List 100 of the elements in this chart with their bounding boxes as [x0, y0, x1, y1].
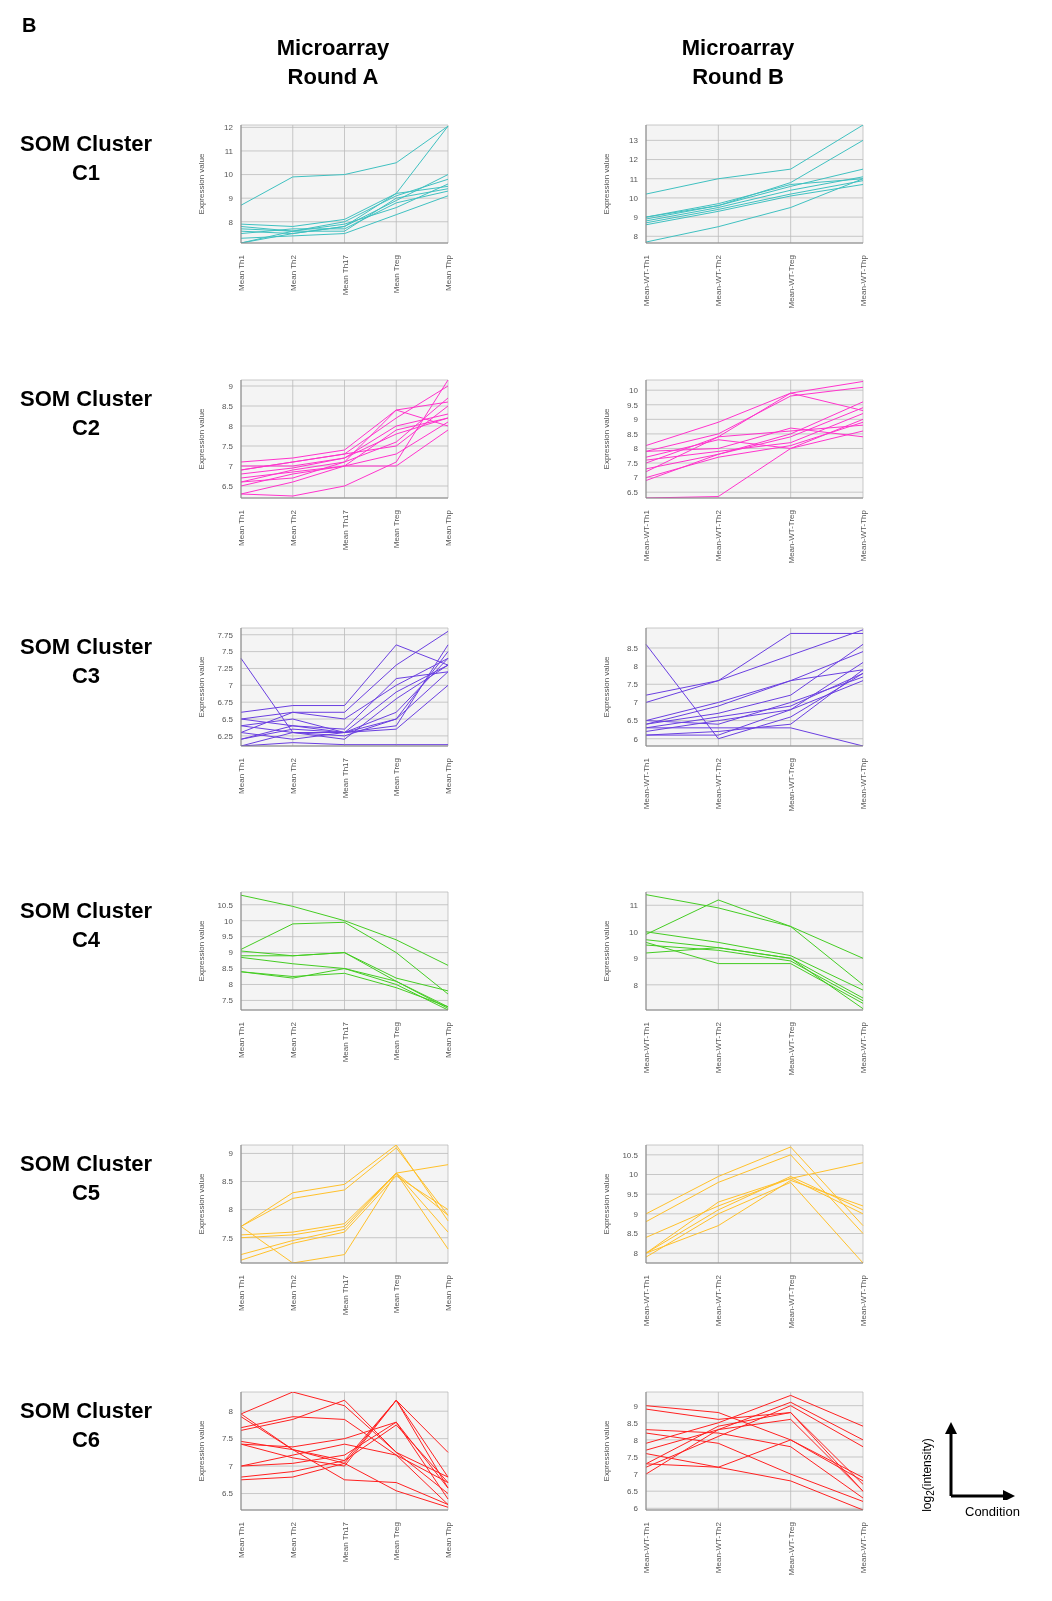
x-tick-label: Mean Th17	[340, 757, 350, 799]
y-tick-label: 6.5	[626, 1487, 639, 1497]
x-tick-label: Mean Th2	[288, 757, 298, 794]
text: SOM Cluster C2	[19, 386, 153, 440]
y-tick-label: 7.5	[221, 441, 234, 451]
x-tick-label: Mean Th17	[340, 1274, 350, 1316]
y-tick-label: 7	[228, 1461, 234, 1471]
y-tick-label: 7.75	[217, 630, 234, 640]
x-tick-label: Mean-WT-Thp	[859, 757, 868, 810]
y-tick-label: 10	[629, 386, 639, 396]
y-tick-label: 6	[633, 734, 639, 744]
x-tick-label: Mean-WT-Th2	[714, 1521, 724, 1574]
y-tick-label: 6.5	[221, 481, 234, 491]
x-tick-label: Mean Th2	[288, 1521, 298, 1558]
y-axis-title: Expression value	[196, 152, 206, 215]
x-tick-label: Mean-WT-Thp	[859, 1521, 868, 1574]
y-tick-label: 7	[633, 1469, 639, 1479]
y-tick-label: 9	[228, 948, 234, 958]
y-tick-label: 7	[228, 461, 234, 471]
y-tick-label: 6.75	[217, 698, 234, 708]
y-tick-label: 8	[228, 1205, 234, 1215]
x-tick-label: Mean Treg	[392, 510, 402, 549]
y-axis-title: Expression value	[601, 1419, 611, 1482]
x-tick-label: Mean Th1	[237, 509, 246, 546]
x-tick-label: Mean Th1	[237, 254, 246, 291]
x-tick-label: Mean-WT-Th1	[642, 757, 651, 810]
x-tick-label: Mean-WT-Th1	[642, 1021, 651, 1074]
x-tick-label: Mean-WT-Th2	[714, 1274, 724, 1327]
y-tick-label: 8	[633, 980, 639, 990]
x-tick-label: Mean Treg	[392, 255, 402, 294]
y-tick-label: 11	[629, 174, 639, 184]
y-tick-label: 8	[228, 421, 234, 431]
y-axis-title: Expression value	[196, 655, 206, 718]
y-tick-label: 9	[633, 1209, 639, 1219]
chart-title: Microarray Round B	[681, 35, 795, 89]
x-tick-label: Mean Thp	[444, 509, 453, 546]
x-tick-label: Mean Treg	[392, 1022, 402, 1061]
x-tick-label: Mean Th1	[237, 757, 246, 794]
x-tick-label: Mean Th17	[340, 254, 350, 296]
x-tick-label: Mean-WT-Thp	[859, 509, 868, 562]
x-tick-label: Mean Th2	[288, 254, 298, 291]
y-tick-label: 7.5	[221, 996, 234, 1006]
y-tick-label: 8.5	[626, 643, 639, 653]
y-tick-label: 9	[633, 415, 639, 425]
x-tick-label: Mean-WT-Th2	[714, 254, 724, 307]
text: SOM Cluster C1	[19, 131, 153, 185]
y-tick-label: 9	[633, 1401, 639, 1411]
y-tick-label: 8	[633, 1249, 639, 1259]
y-axis-title: Expression value	[196, 407, 206, 470]
y-axis-title: Expression value	[196, 1419, 206, 1482]
x-tick-label: Mean Thp	[444, 1021, 453, 1058]
x-tick-label: Mean Treg	[392, 758, 402, 797]
x-tick-label: Mean-WT-Treg	[786, 758, 796, 812]
y-tick-label: 8	[633, 661, 639, 671]
y-tick-label: 7	[633, 698, 639, 708]
x-tick-label: Mean-WT-Th2	[714, 1021, 724, 1074]
y-tick-label: 8.5	[221, 401, 234, 411]
x-tick-label: Mean-WT-Thp	[859, 1274, 868, 1327]
y-tick-label: 9	[633, 954, 639, 964]
y-tick-label: 10.5	[622, 1150, 639, 1160]
y-tick-label: 7.5	[221, 1233, 234, 1243]
x-tick-label: Mean-WT-Thp	[859, 1021, 868, 1074]
y-tick-label: 10	[629, 1170, 639, 1180]
text: Condition	[965, 1504, 1020, 1519]
y-tick-label: 10	[629, 927, 639, 937]
y-axis-title: Expression value	[601, 1172, 611, 1235]
chart-title: Microarray Round A	[276, 35, 390, 89]
y-tick-label: 6.5	[626, 716, 639, 726]
y-axis-title: Expression value	[601, 152, 611, 215]
x-tick-label: Mean-WT-Treg	[786, 1522, 796, 1576]
y-tick-label: 8.5	[626, 429, 639, 439]
y-tick-label: 6.25	[217, 731, 234, 741]
y-tick-label: 11	[224, 146, 234, 156]
y-tick-label: 9	[228, 194, 234, 203]
x-tick-label: Mean Th2	[288, 1021, 298, 1058]
y-tick-label: 10	[224, 170, 234, 180]
y-tick-label: 7	[633, 473, 639, 483]
y-tick-label: 10.5	[217, 900, 234, 910]
y-tick-label: 8	[228, 217, 234, 227]
y-tick-label: 6.5	[626, 488, 639, 498]
y-tick-label: 8	[633, 1435, 639, 1445]
y-tick-label: 8.5	[221, 964, 234, 974]
x-tick-label: Mean Th2	[288, 509, 298, 546]
y-tick-label: 13	[629, 136, 639, 146]
y-tick-label: 9.5	[626, 1190, 639, 1200]
x-tick-label: Mean Th17	[340, 509, 350, 551]
y-tick-label: 8	[633, 444, 639, 454]
x-tick-label: Mean Th17	[340, 1521, 350, 1563]
y-tick-label: 7.5	[626, 1452, 639, 1462]
x-tick-label: Mean-WT-Th1	[642, 509, 651, 562]
y-tick-label: 9	[228, 1149, 234, 1159]
y-tick-label: 7.25	[217, 664, 234, 674]
y-tick-label: 8	[228, 1407, 234, 1417]
x-tick-label: Mean Thp	[444, 1521, 453, 1558]
y-tick-label: 8.5	[626, 1418, 639, 1428]
x-tick-label: Mean Thp	[444, 1274, 453, 1311]
y-tick-label: 8	[228, 980, 234, 990]
y-tick-label: 6.5	[221, 714, 234, 724]
y-tick-label: 6.5	[221, 1489, 234, 1499]
y-axis-title: Expression value	[196, 919, 206, 982]
